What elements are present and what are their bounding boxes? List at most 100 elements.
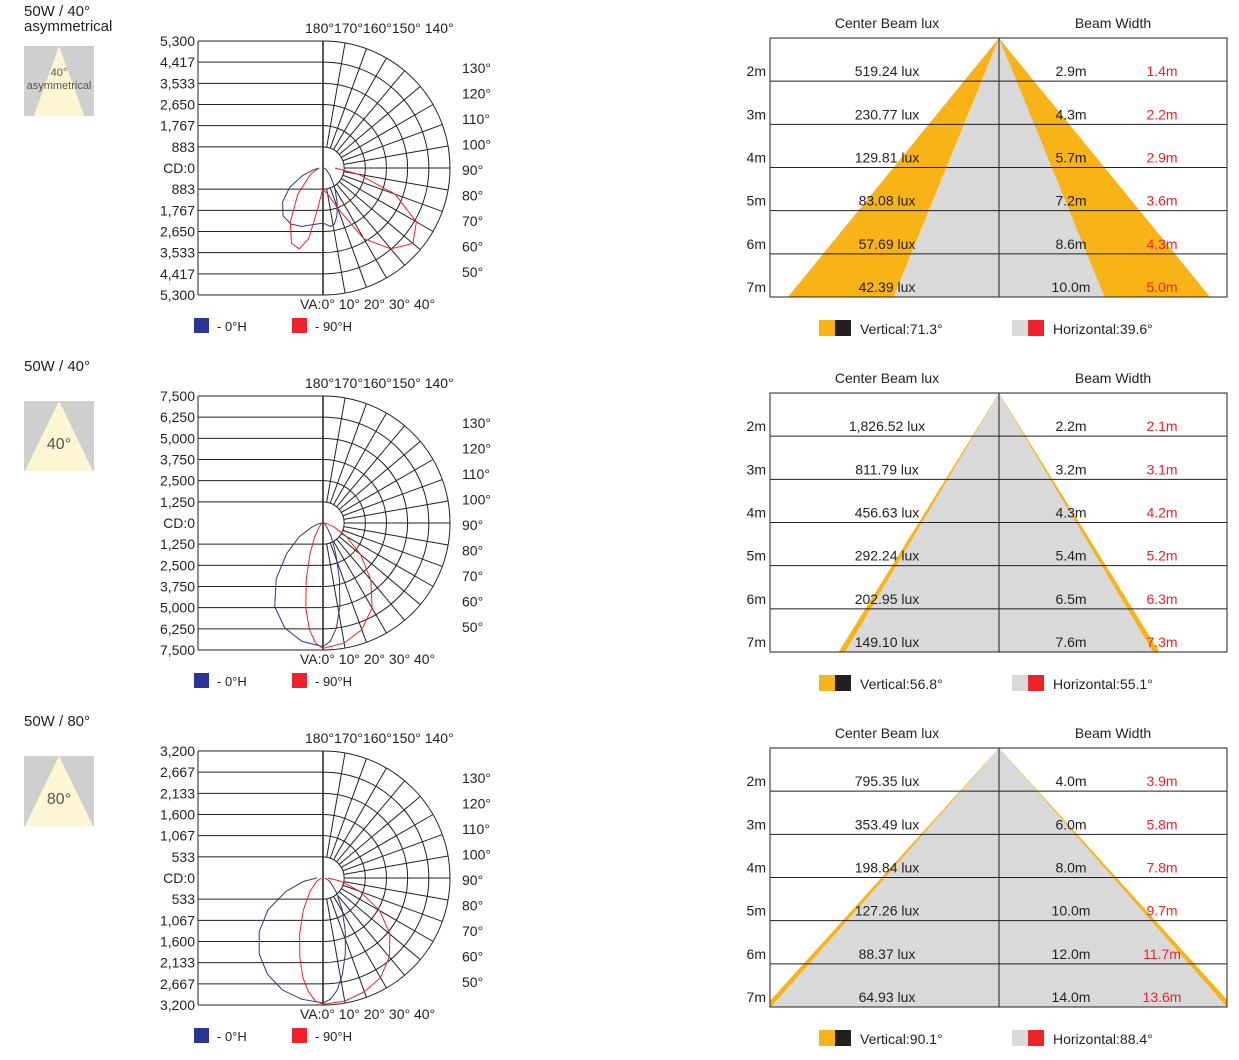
cd-tick-label: 3,200 — [160, 743, 195, 759]
photometric-section-1: 50W / 40° asymmetrical 40° asymmetrical 1… — [0, 0, 1239, 350]
polar-spoke — [343, 500, 449, 520]
curve-0h — [282, 167, 338, 228]
cd-tick-label: 3,533 — [160, 245, 195, 261]
polar-spoke — [341, 104, 434, 158]
beam-width-vertical: 10.0m — [1052, 903, 1091, 919]
cd-tick-label: CD:0 — [163, 870, 195, 886]
polar-spoke — [333, 767, 387, 860]
legend-vertical-black — [835, 675, 851, 691]
cd-tick-label: 2,667 — [160, 976, 195, 992]
beam-width-horizontal: 5.8m — [1146, 816, 1177, 832]
center-lux-value: 202.95 lux — [855, 591, 920, 607]
polar-spoke — [329, 897, 367, 998]
center-lux-value: 456.63 lux — [855, 505, 920, 521]
angle-tick-label: 60° — [462, 239, 483, 255]
legend-vertical-label: Vertical:90.1° — [860, 1031, 943, 1047]
beam-width-vertical: 6.0m — [1055, 816, 1086, 832]
bottom-angle-label: VA:0° 10° 20° 30° 40° — [300, 296, 435, 312]
cd-tick-label: 1,600 — [160, 807, 195, 823]
angle-tick-label: 110° — [462, 466, 490, 482]
angle-tick-label: 60° — [462, 949, 483, 965]
beam-width-horizontal: 4.3m — [1146, 236, 1177, 252]
beam-width-horizontal: 11.7m — [1143, 946, 1181, 962]
polar-spoke — [326, 752, 346, 858]
legend-horizontal-grey — [1012, 320, 1028, 336]
cd-tick-label: 7,500 — [160, 642, 195, 658]
polar-spoke — [343, 145, 449, 165]
beam-width-vertical: 3.2m — [1055, 461, 1086, 477]
polar-spoke — [336, 893, 406, 976]
beam-width-horizontal: 2.9m — [1146, 150, 1177, 166]
legend-vertical-label: Vertical:56.8° — [860, 676, 943, 692]
beam-width-vertical: 5.4m — [1055, 548, 1086, 564]
center-lux-value: 292.24 lux — [855, 548, 920, 564]
distance-label: 2m — [747, 773, 766, 789]
beam-thumbnail: 80° — [24, 756, 94, 826]
angle-tick-label: 100° — [462, 137, 491, 153]
angle-tick-label: 50° — [462, 619, 483, 635]
thumbnail-label: 80° — [47, 791, 71, 808]
beam-width-vertical: 8.0m — [1055, 860, 1086, 876]
center-lux-value: 57.69 lux — [859, 236, 916, 252]
legend-swatch-0h — [194, 318, 209, 333]
legend-horizontal-label: Horizontal:88.4° — [1053, 1031, 1153, 1047]
curve-90h — [305, 522, 373, 649]
cd-tick-label: 2,650 — [160, 224, 195, 240]
curve-90h — [299, 877, 391, 1005]
beam-width-horizontal: 3.1m — [1146, 461, 1177, 477]
legend-vertical-black — [835, 320, 851, 336]
legend-swatch-90h — [292, 673, 307, 688]
distance-label: 5m — [747, 548, 766, 564]
polar-spoke — [341, 888, 434, 942]
center-lux-value: 127.26 lux — [855, 903, 920, 919]
center-lux-value: 129.81 lux — [855, 150, 920, 166]
beam-width-vertical: 5.7m — [1055, 150, 1086, 166]
curve-90h — [289, 167, 417, 250]
distance-label: 6m — [747, 591, 766, 607]
angle-tick-label: 80° — [462, 188, 483, 204]
center-lux-value: 795.35 lux — [855, 773, 920, 789]
photometric-section-3: 50W / 80° 80° 180°170°160°150° 140° 3,200… — [0, 710, 1239, 1060]
angle-tick-label: 110° — [462, 111, 490, 127]
polar-spoke — [338, 440, 421, 510]
distance-label: 3m — [747, 106, 766, 122]
distance-label: 6m — [747, 946, 766, 962]
cd-tick-label: 4,417 — [160, 54, 195, 70]
legend-label-90h: - 90°H — [315, 1029, 352, 1044]
section-title: 50W / 40° asymmetrical — [24, 3, 113, 35]
header-center-beam: Center Beam lux — [835, 370, 939, 386]
cd-tick-label: 1,767 — [160, 202, 195, 218]
cd-tick-label: 3,750 — [160, 452, 195, 468]
angle-tick-label: 90° — [462, 517, 483, 533]
beam-width-vertical: 7.2m — [1055, 193, 1086, 209]
angle-tick-label: 120° — [462, 441, 491, 457]
polar-spoke — [341, 533, 434, 587]
beam-thumbnail: 40° — [24, 401, 94, 471]
polar-spoke — [333, 186, 387, 279]
polar-spoke — [333, 541, 387, 634]
thumbnail-beam — [25, 401, 93, 471]
header-center-beam: Center Beam lux — [835, 725, 939, 741]
beam-width-horizontal: 3.6m — [1146, 193, 1177, 209]
polar-spoke — [336, 425, 406, 508]
thumbnail-beam — [33, 46, 85, 116]
legend-vertical-amber — [819, 320, 835, 336]
distance-label: 3m — [747, 816, 766, 832]
beam-width-vertical: 4.3m — [1055, 505, 1086, 521]
polar-spoke — [329, 403, 367, 504]
cd-tick-label: 2,133 — [160, 785, 195, 801]
legend-horizontal-grey — [1012, 675, 1028, 691]
center-lux-value: 198.84 lux — [855, 860, 920, 876]
angle-tick-label: 100° — [462, 492, 491, 508]
angle-tick-label: 90° — [462, 162, 483, 178]
polar-spoke — [326, 188, 346, 294]
beam-width-vertical: 12.0m — [1052, 946, 1091, 962]
legend-vertical-amber — [819, 1030, 835, 1046]
polar-spoke — [336, 70, 406, 153]
top-angle-label: 180°170°160°150° 140° — [305, 20, 454, 36]
cd-tick-label: 5,000 — [160, 600, 195, 616]
center-lux-value: 230.77 lux — [855, 106, 920, 122]
distance-label: 4m — [747, 860, 766, 876]
legend-swatch-90h — [292, 318, 307, 333]
legend-label-0h: - 0°H — [217, 319, 247, 334]
